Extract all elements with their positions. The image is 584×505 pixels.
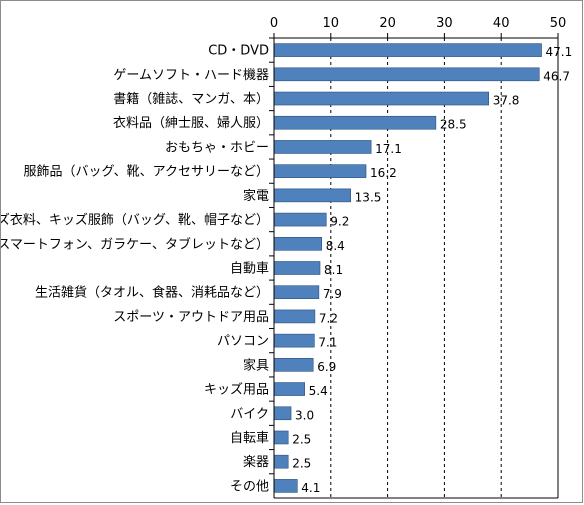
category-label: ゲームソフト・ハード機器 <box>113 68 269 83</box>
data-label: 5.4 <box>309 384 328 398</box>
data-label: 3.0 <box>295 408 314 422</box>
category-label: パソコン <box>217 334 269 349</box>
bar <box>273 261 321 275</box>
x-tick-label: 40 <box>493 16 510 31</box>
category-label: バイク <box>230 407 269 422</box>
data-label: 16.2 <box>370 166 397 180</box>
data-label: 7.9 <box>323 287 342 301</box>
data-label: 28.5 <box>440 118 467 132</box>
category-label: 携帯電話（スマートフォン、ガラケー、タブレットなど） <box>1 236 269 252</box>
x-tick-label: 10 <box>323 16 340 31</box>
category-label: 家具 <box>243 357 269 373</box>
category-label: 自転車 <box>230 431 269 446</box>
bar <box>273 236 323 251</box>
bar <box>273 164 367 178</box>
category-label: キッズ衣料、キッズ服飾（バッグ、靴、帽子など） <box>1 212 269 228</box>
category-label: キッズ用品 <box>204 382 269 398</box>
x-tick-label: 20 <box>379 16 396 31</box>
category-label: その他 <box>230 479 269 494</box>
category-label: 楽器 <box>243 454 269 470</box>
data-label: 7.1 <box>318 336 337 350</box>
category-label: 家電 <box>243 188 269 204</box>
bar <box>273 140 372 154</box>
bar <box>273 454 289 469</box>
data-label: 37.8 <box>493 94 520 108</box>
axis-layer: 0 10 20 30 40 50 <box>269 16 567 499</box>
data-label: 13.5 <box>355 190 382 204</box>
category-label: CD・DVD <box>208 44 269 59</box>
data-label: 8.1 <box>324 263 343 277</box>
bar <box>273 285 320 300</box>
data-label: 2.5 <box>292 457 311 471</box>
bar <box>273 358 314 372</box>
bar <box>273 333 315 348</box>
category-label: 自動車 <box>230 262 269 277</box>
category-label: 衣料品（紳士服、婦人服） <box>113 115 269 131</box>
data-label: 4.1 <box>301 481 320 495</box>
category-label: 生活雑貨（タオル、食器、消耗品など） <box>35 285 269 301</box>
bar <box>273 309 316 324</box>
category-label: 服飾品（バッグ、靴、アクセサリーなど） <box>24 165 269 180</box>
bar <box>273 115 437 130</box>
data-label: 6.9 <box>317 360 336 374</box>
x-tick-label: 30 <box>436 16 453 31</box>
category-label: 書籍（雑誌、マンガ、本） <box>113 91 269 107</box>
grid-layer <box>330 38 502 498</box>
x-tick-label: 0 <box>270 16 278 31</box>
bar <box>273 212 327 227</box>
bar <box>273 430 289 445</box>
bar <box>273 67 540 82</box>
bar-layer <box>273 43 542 493</box>
data-label: 17.1 <box>375 142 402 156</box>
data-label: 46.7 <box>543 69 570 83</box>
bar <box>273 188 351 203</box>
bar <box>273 382 305 396</box>
category-label: おもちゃ・ホビー <box>165 140 269 155</box>
x-tick-label: 50 <box>550 16 567 31</box>
data-label: 2.5 <box>292 432 311 446</box>
data-label: 47.1 <box>546 45 573 59</box>
data-label: 9.2 <box>330 215 349 229</box>
bar <box>273 479 298 493</box>
label-layer: CD・DVD 47.1 ゲームソフト・ハード機器 46.7 書籍（雑誌、マンガ、本） 37… <box>1 44 572 495</box>
data-label: 8.4 <box>326 239 345 253</box>
bar <box>273 91 490 106</box>
bar <box>273 406 292 421</box>
data-label: 7.2 <box>319 311 338 325</box>
category-label: スポーツ・アウトドア用品 <box>113 310 269 325</box>
bar <box>273 43 542 57</box>
